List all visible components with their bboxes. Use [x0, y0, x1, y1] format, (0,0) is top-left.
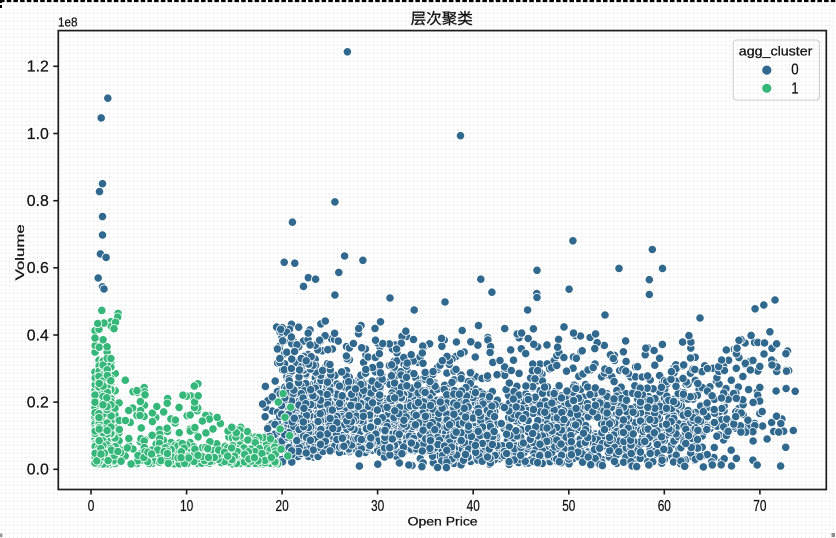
- svg-text:1e8: 1e8: [58, 16, 78, 30]
- svg-text:1: 1: [791, 80, 798, 97]
- svg-text:70: 70: [753, 498, 766, 515]
- svg-text:10: 10: [180, 498, 193, 515]
- svg-text:30: 30: [371, 498, 384, 515]
- svg-text:0.2: 0.2: [27, 395, 49, 412]
- svg-text:0.6: 0.6: [27, 260, 49, 277]
- svg-text:0: 0: [88, 498, 95, 515]
- svg-text:1.2: 1.2: [27, 59, 49, 76]
- svg-text:agg_cluster: agg_cluster: [739, 43, 813, 58]
- svg-text:0.4: 0.4: [27, 327, 49, 344]
- svg-text:50: 50: [562, 498, 575, 515]
- svg-text:Open Price: Open Price: [408, 514, 478, 528]
- svg-text:40: 40: [467, 498, 480, 515]
- svg-text:0: 0: [791, 61, 799, 78]
- svg-text:0.0: 0.0: [27, 462, 49, 479]
- svg-text:20: 20: [276, 498, 289, 515]
- svg-text:1.0: 1.0: [27, 126, 49, 143]
- svg-text:Volume: Volume: [13, 224, 27, 280]
- svg-text:60: 60: [658, 498, 671, 515]
- svg-text:0.8: 0.8: [27, 193, 49, 210]
